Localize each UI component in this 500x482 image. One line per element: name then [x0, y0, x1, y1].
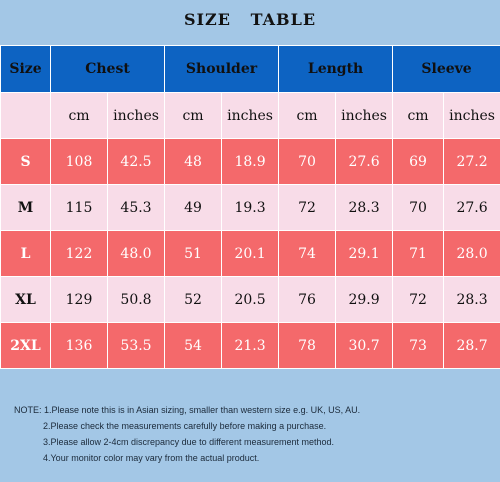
page-title: SIZE TABLE	[183, 10, 317, 29]
measurement-cell: 29.9	[335, 276, 394, 323]
unit-cell: inches	[335, 92, 394, 139]
table-row: 2XL 136 53.5 54 21.3 78 30.7 73 28.7	[0, 322, 500, 369]
note-line: 4.Your monitor color may vary from the a…	[43, 453, 260, 463]
measurement-cell: 45.3	[106, 184, 166, 231]
measurement-cell: 73	[392, 322, 445, 369]
measurement-cell: 69	[392, 138, 445, 185]
size-label: L	[0, 230, 51, 277]
measurement-cell: 27.6	[335, 138, 394, 185]
measurement-cell: 20.5	[221, 276, 280, 323]
size-label: S	[0, 138, 51, 185]
measurement-cell: 54	[164, 322, 223, 369]
measurement-cell: 51	[164, 230, 223, 277]
size-rows: S 108 42.5 48 18.9 70 27.6 69 27.2 M 115 45.3 49 19.3…	[0, 138, 500, 369]
table-row: XL 129 50.8 52 20.5 76 29.9 72 28.3	[0, 276, 500, 323]
measurement-cell: 70	[278, 138, 337, 185]
measurement-cell: 42.5	[106, 138, 166, 185]
measurement-cell: 70	[392, 184, 445, 231]
measurement-cell: 72	[278, 184, 337, 231]
size-label: XL	[0, 276, 51, 323]
unit-cell: inches	[106, 92, 166, 139]
measurement-cell: 122	[50, 230, 108, 277]
measurement-cell: 72	[392, 276, 445, 323]
measurement-cell: 28.7	[443, 322, 500, 369]
measurement-cell: 18.9	[221, 138, 280, 185]
note-line: 3.Please allow 2-4cm discrepancy due to …	[43, 437, 334, 447]
measurement-cell: 53.5	[106, 322, 166, 369]
measurement-cell: 21.3	[221, 322, 280, 369]
measurement-cell: 74	[278, 230, 337, 277]
measurement-cell: 108	[50, 138, 108, 185]
unit-row: cm inches cm inches cm inches cm inches	[0, 92, 500, 139]
unit-cell: cm	[50, 92, 108, 139]
measurement-cell: 19.3	[221, 184, 280, 231]
header-shoulder: Shoulder	[164, 45, 280, 93]
measurement-cell: 71	[392, 230, 445, 277]
measurement-cell: 115	[50, 184, 108, 231]
measurement-cell: 52	[164, 276, 223, 323]
measurement-cell: 27.2	[443, 138, 500, 185]
unit-cell-empty	[0, 92, 51, 139]
unit-cell: cm	[278, 92, 337, 139]
measurement-cell: 78	[278, 322, 337, 369]
unit-cell: inches	[443, 92, 500, 139]
table-header-row: Size Chest Shoulder Length Sleeve	[0, 45, 500, 93]
size-label: 2XL	[0, 322, 51, 369]
measurement-cell: 129	[50, 276, 108, 323]
header-length: Length	[278, 45, 394, 93]
measurement-cell: 30.7	[335, 322, 394, 369]
header-sleeve: Sleeve	[392, 45, 500, 93]
measurement-cell: 76	[278, 276, 337, 323]
note-line: NOTE: 1.Please note this is in Asian siz…	[14, 405, 361, 415]
note-prefix: NOTE:	[14, 405, 45, 415]
size-label: M	[0, 184, 51, 231]
unit-cell: cm	[392, 92, 445, 139]
unit-cell: inches	[221, 92, 280, 139]
header-chest: Chest	[49, 45, 166, 93]
notes: NOTE: 1.Please note this is in Asian siz…	[14, 402, 360, 466]
note-line: 2.Please check the measurements carefull…	[43, 421, 327, 431]
measurement-cell: 50.8	[106, 276, 166, 323]
measurement-cell: 48.0	[106, 230, 166, 277]
measurement-cell: 49	[164, 184, 223, 231]
table-row: S 108 42.5 48 18.9 70 27.6 69 27.2	[0, 138, 500, 185]
measurement-cell: 48	[164, 138, 223, 185]
measurement-cell: 28.3	[335, 184, 394, 231]
measurement-cell: 29.1	[335, 230, 394, 277]
measurement-cell: 28.0	[443, 230, 500, 277]
size-table: Size Chest Shoulder Length Sleeve cm inc…	[0, 45, 500, 369]
measurement-cell: 136	[50, 322, 108, 369]
table-row: L 122 48.0 51 20.1 74 29.1 71 28.0	[0, 230, 500, 277]
unit-cell: cm	[164, 92, 223, 139]
measurement-cell: 28.3	[443, 276, 500, 323]
measurement-cell: 20.1	[221, 230, 280, 277]
measurement-cell: 27.6	[443, 184, 500, 231]
header-size: Size	[0, 45, 51, 93]
table-row: M 115 45.3 49 19.3 72 28.3 70 27.6	[0, 184, 500, 231]
